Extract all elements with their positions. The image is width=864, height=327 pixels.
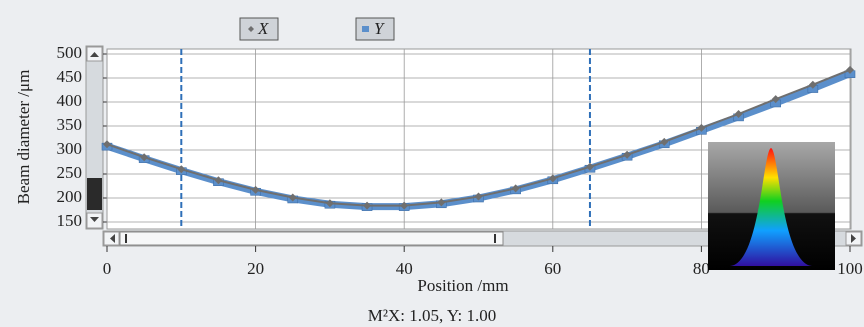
annotation: M²X: 1.05, Y: 1.00	[368, 306, 497, 325]
y-tick-label: 500	[57, 43, 83, 62]
x-tick-label: 20	[247, 259, 264, 278]
y-axis-label: Beam diameter /μm	[14, 70, 33, 205]
x-tick-label: 0	[103, 259, 112, 278]
x-tick-label: 100	[837, 259, 863, 278]
page: {"chart_data": {"type": "line", "legend"…	[0, 0, 864, 327]
x-axis-label: Position /mm	[417, 276, 508, 295]
legend-label: Y	[374, 19, 385, 38]
y-tick-label: 300	[57, 139, 83, 158]
y-tick-label: 450	[57, 67, 83, 86]
y-tick-label: 350	[57, 115, 83, 134]
y-tick-label: 200	[57, 187, 83, 206]
x-tick-label: 40	[396, 259, 413, 278]
chart: X Y Beam diameter /μm Position /mm M²X: …	[0, 0, 864, 327]
y-tick-label: 400	[57, 91, 83, 110]
x-tick-label: 80	[693, 259, 710, 278]
y-tick-label: 150	[57, 211, 83, 230]
v-scrollbar[interactable]	[86, 46, 103, 229]
y-tick-label: 250	[57, 163, 83, 182]
x-tick-label: 60	[544, 259, 561, 278]
legend-label: X	[257, 19, 269, 38]
legend-swatch	[362, 26, 369, 32]
beam-profile-inset	[708, 142, 835, 270]
legend: X Y	[240, 18, 394, 40]
